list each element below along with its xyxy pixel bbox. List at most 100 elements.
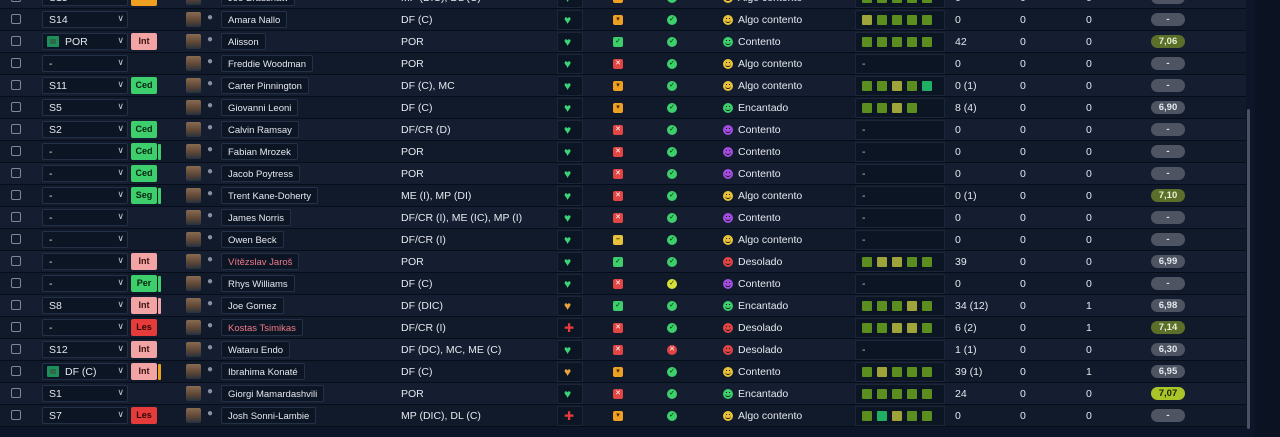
select-checkbox[interactable] — [11, 344, 21, 354]
squad-number-select[interactable]: S2 ∨ — [42, 121, 128, 138]
player-name[interactable]: Josh Sonni-Lambie — [221, 407, 317, 424]
select-checkbox[interactable] — [11, 366, 21, 376]
avatar[interactable] — [186, 56, 201, 71]
squad-number-select[interactable]: S11 ∨ — [42, 77, 128, 94]
player-name[interactable]: Trent Kane-Doherty — [221, 187, 319, 204]
squad-number-select[interactable]: - ∨ — [42, 187, 128, 204]
select-checkbox[interactable] — [11, 58, 21, 68]
avatar[interactable] — [186, 298, 201, 313]
squad-number-select[interactable]: - ∨ — [42, 231, 128, 248]
squad-number-select[interactable]: S14 ∨ — [42, 11, 128, 28]
table-row[interactable]: S8 ∨ Int ● Joe Gomez DF (DIC) ♥ ✓ ✓ Encantado 34 (… — [0, 295, 1246, 317]
status-badge[interactable]: Int — [131, 253, 157, 270]
player-name[interactable]: Freddie Woodman — [221, 55, 313, 72]
table-row[interactable]: S15 ∨ Les ● Joe Bradshaw MP (DIC), DL (C) ♥ ▾ ✓ A… — [0, 0, 1246, 9]
avatar[interactable] — [186, 122, 201, 137]
avatar[interactable] — [186, 276, 201, 291]
player-name[interactable]: Jacob Poytress — [221, 165, 300, 182]
table-row[interactable]: - ∨ Les ● Kostas Tsimikas DF/CR (I) ✚ ✕ ✓ Desolad… — [0, 317, 1246, 339]
table-row[interactable]: DF (C) ∨ Int ● Ibrahima Konaté DF (C) ♥ ▾ ✓ Conte… — [0, 361, 1246, 383]
status-badge[interactable]: Ced — [131, 77, 157, 94]
avatar[interactable] — [186, 364, 201, 379]
avatar[interactable] — [186, 100, 201, 115]
player-name[interactable]: Wataru Endo — [221, 341, 291, 358]
status-badge[interactable]: Seg — [131, 187, 157, 204]
table-row[interactable]: - ∨ Seg ● Trent Kane-Doherty ME (I), MP (DI) ♥… — [0, 185, 1246, 207]
status-badge[interactable]: Les — [131, 319, 157, 336]
squad-number-select[interactable]: DF (C) ∨ — [42, 363, 128, 380]
player-name[interactable]: Giorgi Mamardashvili — [221, 385, 325, 402]
table-row[interactable]: POR ∨ Int ● Alisson POR ♥ ✓ ✓ Contento 42 0 0 7,06 — [0, 31, 1246, 53]
player-name[interactable]: Joe Gomez — [221, 297, 284, 314]
player-name[interactable]: Rhys Williams — [221, 275, 295, 292]
avatar[interactable] — [186, 254, 201, 269]
select-checkbox[interactable] — [11, 388, 21, 398]
squad-number-select[interactable]: - ∨ — [42, 275, 128, 292]
avatar[interactable] — [186, 12, 201, 27]
table-row[interactable]: S2 ∨ Ced ● Calvin Ramsay DF/CR (D) ♥ ✕ ✓ Contento… — [0, 119, 1246, 141]
table-row[interactable]: - ∨ Int ● Vítězslav Jaroš POR ♥ ✓ ✓ Desolado 39 0 0 6… — [0, 251, 1246, 273]
status-badge[interactable]: Ced — [131, 143, 157, 160]
avatar[interactable] — [186, 78, 201, 93]
squad-number-select[interactable]: S12 ∨ — [42, 341, 128, 358]
avatar[interactable] — [186, 144, 201, 159]
player-name[interactable]: Vítězslav Jaroš — [221, 253, 300, 270]
squad-number-select[interactable]: S15 ∨ — [42, 0, 128, 6]
squad-number-select[interactable]: - ∨ — [42, 165, 128, 182]
select-checkbox[interactable] — [11, 0, 21, 2]
table-row[interactable]: - ∨ ● Freddie Woodman POR ♥ ✕ ✓ Algo contento -0 0… — [0, 53, 1246, 75]
avatar[interactable] — [186, 34, 201, 49]
avatar[interactable] — [186, 0, 201, 5]
player-name[interactable]: James Norris — [221, 209, 291, 226]
squad-number-select[interactable]: - ∨ — [42, 319, 128, 336]
squad-number-select[interactable]: S8 ∨ — [42, 297, 128, 314]
avatar[interactable] — [186, 166, 201, 181]
player-name[interactable]: Giovanni Leoni — [221, 99, 299, 116]
select-checkbox[interactable] — [11, 168, 21, 178]
player-name[interactable]: Alisson — [221, 33, 266, 50]
squad-number-select[interactable]: - ∨ — [42, 253, 128, 270]
table-row[interactable]: S5 ∨ ● Giovanni Leoni DF (C) ♥ ▾ ✓ Encantado 8 (4… — [0, 97, 1246, 119]
player-name[interactable]: Fabian Mrozek — [221, 143, 298, 160]
table-row[interactable]: S7 ∨ Les ● Josh Sonni-Lambie MP (DIC), DL (C)… — [0, 405, 1246, 427]
status-badge[interactable]: Int — [131, 341, 157, 358]
select-checkbox[interactable] — [11, 212, 21, 222]
select-checkbox[interactable] — [11, 80, 21, 90]
squad-number-select[interactable]: S1 ∨ — [42, 385, 128, 402]
table-row[interactable]: - ∨ Per ● Rhys Williams DF (C) ♥ ✕ ✓ Contento -0 0 0… — [0, 273, 1246, 295]
table-row[interactable]: S11 ∨ Ced ● Carter Pinnington DF (C), MC ♥ ▾ ✓ Al… — [0, 75, 1246, 97]
select-checkbox[interactable] — [11, 234, 21, 244]
player-name[interactable]: Kostas Tsimikas — [221, 319, 303, 336]
status-badge[interactable]: Ced — [131, 121, 157, 138]
table-row[interactable]: S1 ∨ ● Giorgi Mamardashvili POR ♥ ✕ ✓ Encantado 2… — [0, 383, 1246, 405]
player-name[interactable]: Owen Beck — [221, 231, 284, 248]
squad-number-select[interactable]: - ∨ — [42, 55, 128, 72]
squad-number-select[interactable]: - ∨ — [42, 209, 128, 226]
avatar[interactable] — [186, 408, 201, 423]
avatar[interactable] — [186, 320, 201, 335]
table-row[interactable]: - ∨ Ced ● Fabian Mrozek POR ♥ ✕ ✓ Contento -0 0 0- — [0, 141, 1246, 163]
table-row[interactable]: S12 ∨ Int ● Wataru Endo DF (DC), MC, ME (C) ♥ ✕… — [0, 339, 1246, 361]
select-checkbox[interactable] — [11, 322, 21, 332]
select-checkbox[interactable] — [11, 256, 21, 266]
status-badge[interactable]: Int — [131, 363, 157, 380]
select-checkbox[interactable] — [11, 14, 21, 24]
player-name[interactable]: Amara Nallo — [221, 11, 288, 28]
status-badge[interactable]: Ced — [131, 165, 157, 182]
status-badge[interactable]: Int — [131, 297, 157, 314]
vertical-scrollbar[interactable] — [1247, 109, 1250, 429]
squad-number-select[interactable]: - ∨ — [42, 143, 128, 160]
table-row[interactable]: - ∨ Ced ● Jacob Poytress POR ♥ ✕ ✓ Contento -0 0 0- — [0, 163, 1246, 185]
table-row[interactable]: - ∨ ● James Norris DF/CR (I), ME (IC), MP (I… — [0, 207, 1246, 229]
avatar[interactable] — [186, 386, 201, 401]
select-checkbox[interactable] — [11, 300, 21, 310]
avatar[interactable] — [186, 342, 201, 357]
select-checkbox[interactable] — [11, 146, 21, 156]
avatar[interactable] — [186, 210, 201, 225]
status-badge[interactable]: Per — [131, 275, 157, 292]
avatar[interactable] — [186, 232, 201, 247]
select-checkbox[interactable] — [11, 190, 21, 200]
status-badge[interactable]: Int — [131, 33, 157, 50]
select-checkbox[interactable] — [11, 410, 21, 420]
table-row[interactable]: S14 ∨ ● Amara Nallo DF (C) ♥ ▾ ✓ Algo contento 0 0… — [0, 9, 1246, 31]
